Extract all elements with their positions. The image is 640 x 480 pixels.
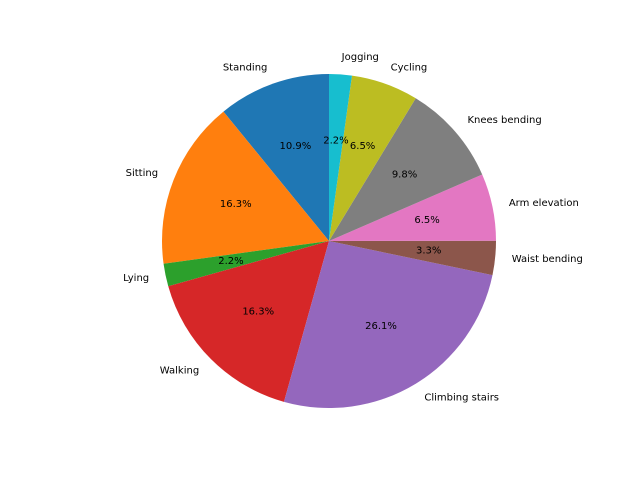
wedge-standing [223,74,329,241]
wedge-cycling [329,75,416,241]
percent-label-jogging: 2.2% [323,136,348,147]
slice-label-cycling: Cycling [391,62,428,73]
percent-label-sitting: 16.3% [220,199,252,210]
wedge-waist-bending [329,240,496,276]
percent-label-arm-elevation: 6.5% [414,215,439,226]
slice-label-lying: Lying [123,273,149,284]
percent-label-knees-bending: 9.8% [392,170,417,181]
slice-label-standing: Standing [223,62,268,73]
wedge-lying [163,241,329,287]
percent-label-standing: 10.9% [279,141,311,152]
slice-label-jogging: Jogging [341,52,379,63]
wedge-climbing-stairs [283,241,493,408]
slice-label-waist-bending: Waist bending [512,254,583,265]
wedge-arm-elevation [329,174,496,241]
percent-label-waist-bending: 3.3% [416,246,441,257]
pie-labels: Standing 10.9% Sitting 16.3% Lying 2.2% Walkin… [123,52,583,403]
slice-label-sitting: Sitting [126,168,158,179]
wedge-walking [168,241,329,402]
wedge-jogging [329,74,352,241]
slice-label-climbing-stairs: Climbing stairs [424,392,499,403]
slice-label-walking: Walking [160,365,199,376]
percent-label-walking: 16.3% [242,306,274,317]
pie-wedges [161,74,496,408]
slice-label-knees-bending: Knees bending [467,115,541,126]
percent-label-climbing-stairs: 26.1% [365,321,397,332]
percent-label-lying: 2.2% [218,256,243,267]
percent-label-cycling: 6.5% [350,141,375,152]
slice-label-arm-elevation: Arm elevation [509,198,579,209]
wedge-sitting [161,111,329,264]
wedge-knees-bending [329,98,483,241]
